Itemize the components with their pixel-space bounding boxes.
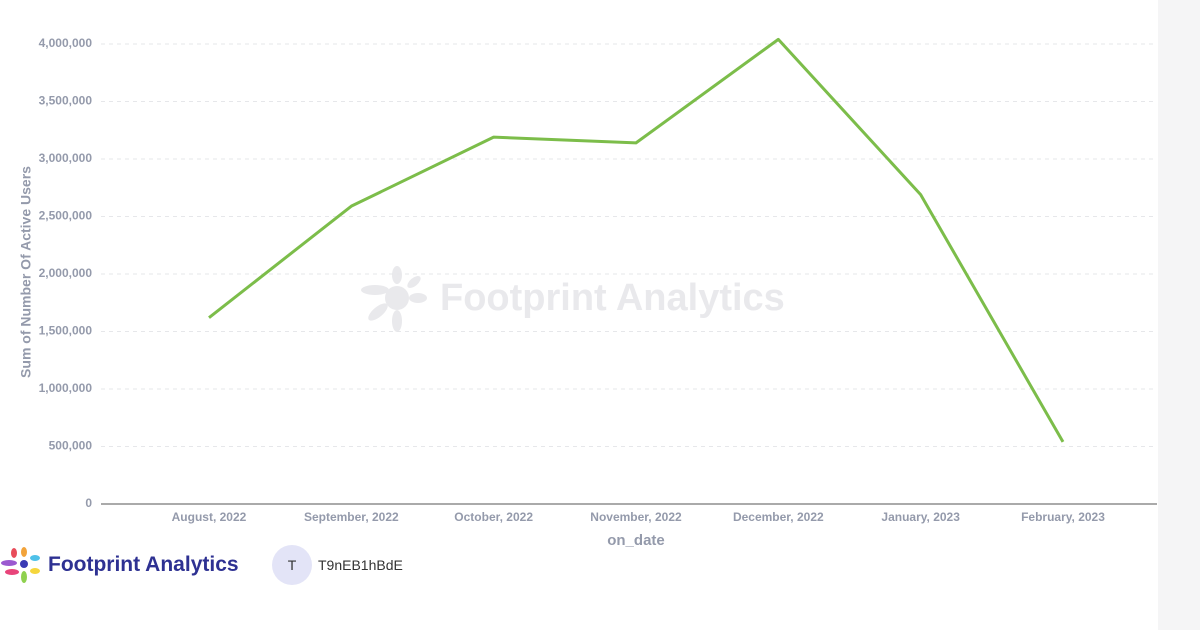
y-tick-label: 1,000,000 xyxy=(39,381,93,395)
watermark-logo xyxy=(361,266,427,332)
brand-name: Footprint Analytics xyxy=(48,553,239,576)
y-tick-label: 2,500,000 xyxy=(39,209,93,223)
x-axis-label: on_date xyxy=(607,532,665,549)
x-tick-label: January, 2023 xyxy=(881,510,960,524)
x-tick-label: February, 2023 xyxy=(1021,510,1105,524)
y-tick-label: 3,500,000 xyxy=(39,94,93,108)
y-tick-label: 0 xyxy=(85,496,92,510)
y-tick-label: 500,000 xyxy=(49,439,93,453)
x-tick-label: November, 2022 xyxy=(590,510,682,524)
brand-logo xyxy=(0,544,40,584)
y-axis-label: Sum of Number Of Active Users xyxy=(18,166,34,378)
y-tick-label: 4,000,000 xyxy=(39,36,93,50)
x-tick-label: October, 2022 xyxy=(454,510,533,524)
line xyxy=(208,37,1065,443)
avatar[interactable]: T xyxy=(272,545,312,585)
x-tick-label: December, 2022 xyxy=(733,510,824,524)
side-strip xyxy=(1158,0,1200,630)
y-tick-label: 2,000,000 xyxy=(39,266,93,280)
x-tick-label: September, 2022 xyxy=(304,510,399,524)
user-name[interactable]: T9nEB1hBdE xyxy=(318,557,403,573)
x-tick-label: August, 2022 xyxy=(172,510,247,524)
y-tick-label: 3,000,000 xyxy=(39,151,93,165)
watermark: Footprint Analytics xyxy=(440,277,785,319)
y-tick-label: 1,500,000 xyxy=(39,324,93,338)
brand-logo-icon xyxy=(1,547,40,583)
